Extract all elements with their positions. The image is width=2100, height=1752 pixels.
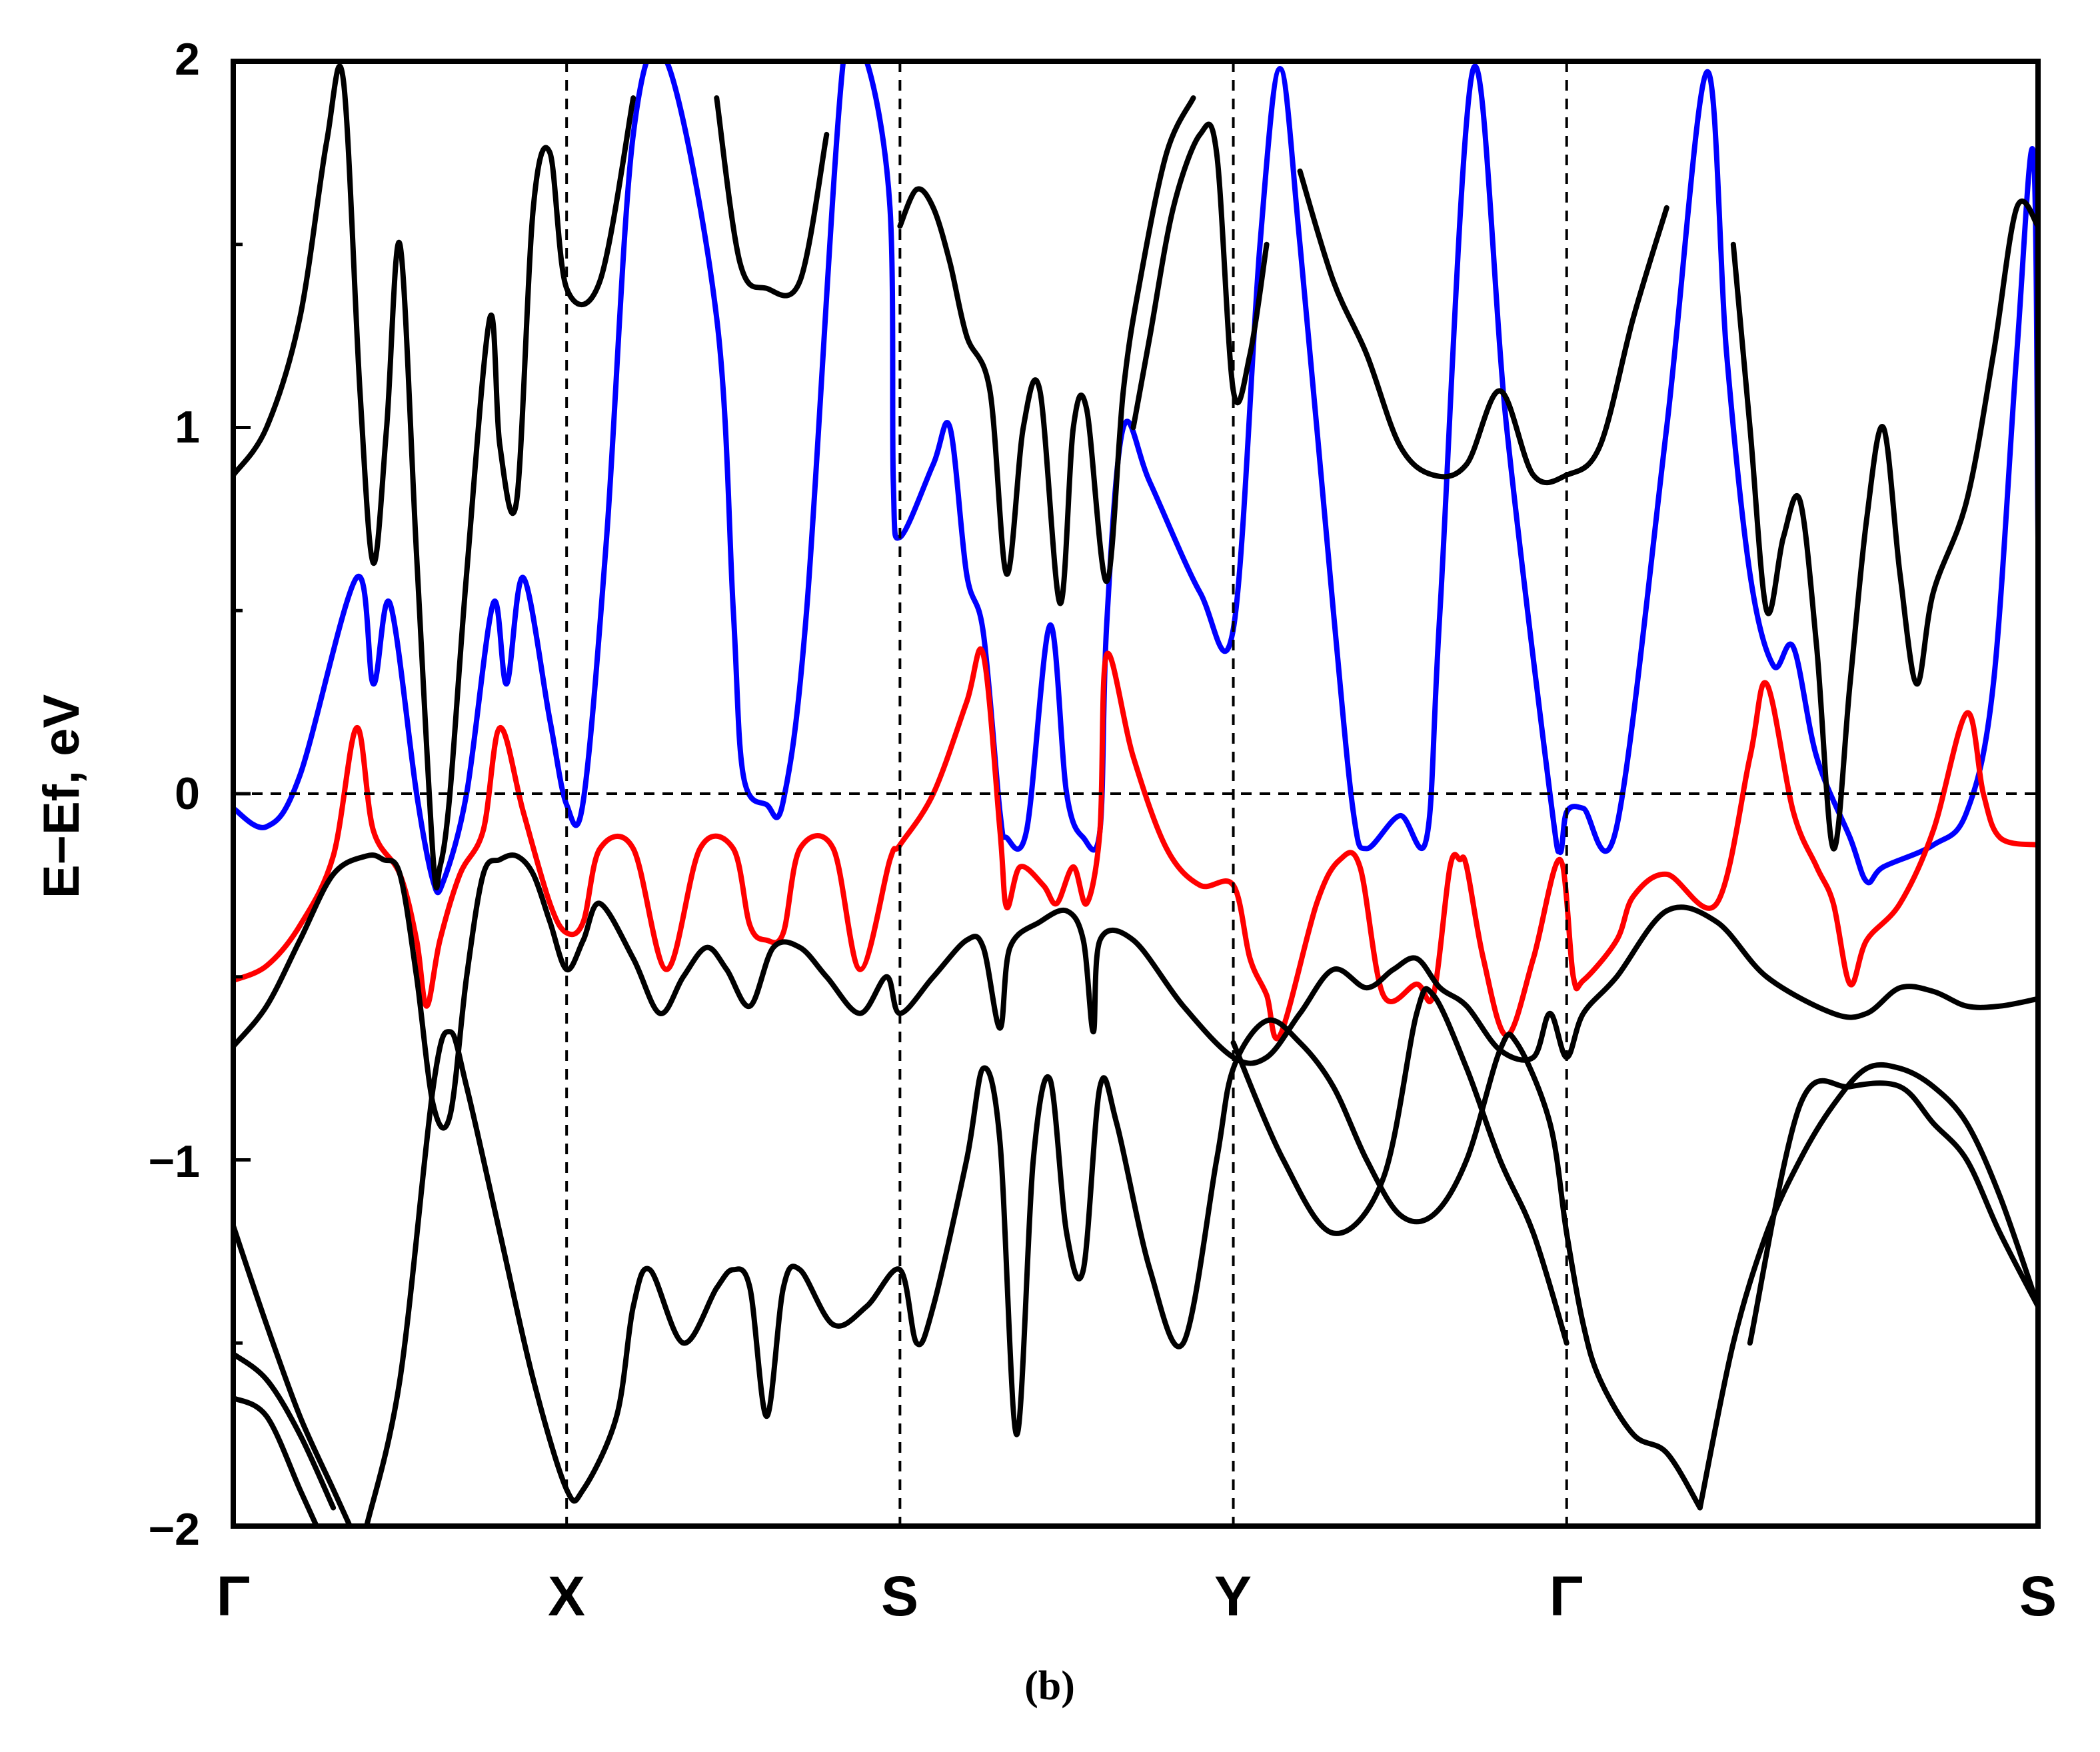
band-line-black-12: [233, 1395, 319, 1526]
y-tick-label-1: 1: [175, 402, 200, 452]
figure-caption: (b): [1024, 1663, 1075, 1709]
band-line-black-10: [233, 1223, 353, 1526]
band-line-black-14: [1697, 1062, 2038, 1511]
band-line-black-3: [233, 852, 2038, 1131]
band-line-black-8: [1297, 168, 1669, 486]
band-line-black-6: [897, 95, 1196, 606]
band-line-black-5: [714, 95, 830, 299]
guide-lines: [233, 61, 2038, 1526]
y-tick-marks: [233, 59, 251, 1528]
band-line-black-16: [1230, 986, 1570, 1346]
y-tick-labels: 2 1 0 −1 −2: [148, 34, 200, 1555]
band-lines: [233, 61, 2038, 1526]
y-tick-label-minus-2: −2: [148, 1504, 200, 1555]
band-line-red-2: [233, 646, 2038, 1042]
k-point-label-y: Y: [1214, 1565, 1252, 1627]
k-point-labels: Γ X S Y Γ S: [217, 1565, 2057, 1627]
band-line-black-11: [233, 1351, 337, 1511]
k-point-label-gamma-1: Γ: [217, 1565, 251, 1627]
band-line-black-15: [1747, 1078, 2038, 1346]
k-point-label-s-2: S: [2019, 1565, 2057, 1627]
k-point-label-x: X: [548, 1565, 585, 1627]
band-line-black-13: [364, 1017, 1703, 1526]
band-line-black-4: [233, 63, 636, 891]
k-point-label-s-1: S: [881, 1565, 918, 1627]
y-tick-label-0: 0: [175, 768, 200, 819]
k-point-label-gamma-2: Γ: [1550, 1565, 1583, 1627]
y-tick-label-minus-1: −1: [148, 1136, 200, 1187]
y-tick-label-2: 2: [175, 34, 200, 85]
band-line-black-7: [1130, 121, 1270, 431]
y-axis-label: E−Ef, eV: [33, 694, 90, 899]
band-line-black-9: [1730, 198, 2038, 852]
